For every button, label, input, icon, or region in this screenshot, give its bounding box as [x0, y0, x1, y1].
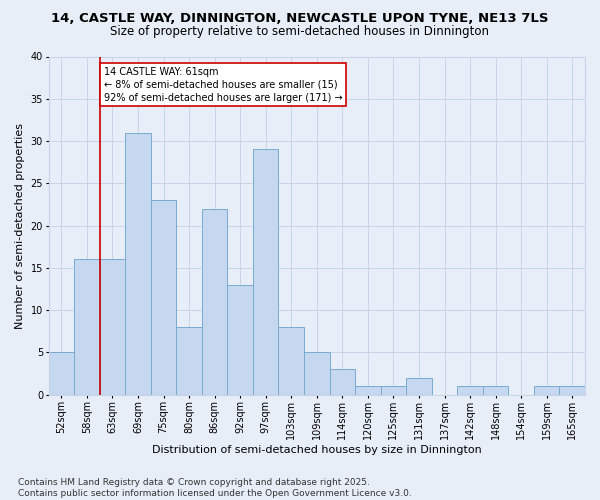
Text: 14, CASTLE WAY, DINNINGTON, NEWCASTLE UPON TYNE, NE13 7LS: 14, CASTLE WAY, DINNINGTON, NEWCASTLE UP…	[51, 12, 549, 26]
Bar	[253, 150, 278, 394]
Bar	[100, 260, 125, 394]
Bar	[125, 132, 151, 394]
Bar	[380, 386, 406, 394]
Bar	[151, 200, 176, 394]
Text: Contains HM Land Registry data © Crown copyright and database right 2025.
Contai: Contains HM Land Registry data © Crown c…	[18, 478, 412, 498]
Text: 14 CASTLE WAY: 61sqm
← 8% of semi-detached houses are smaller (15)
92% of semi-d: 14 CASTLE WAY: 61sqm ← 8% of semi-detach…	[104, 66, 342, 103]
Bar	[534, 386, 559, 394]
Bar	[355, 386, 380, 394]
Bar	[406, 378, 432, 394]
Bar	[49, 352, 74, 395]
Bar	[278, 327, 304, 394]
Bar	[457, 386, 483, 394]
Bar	[227, 284, 253, 395]
Bar	[483, 386, 508, 394]
Bar	[202, 208, 227, 394]
Text: Size of property relative to semi-detached houses in Dinnington: Size of property relative to semi-detach…	[110, 25, 490, 38]
Bar	[304, 352, 329, 395]
Bar	[176, 327, 202, 394]
Bar	[329, 369, 355, 394]
Bar	[559, 386, 585, 394]
X-axis label: Distribution of semi-detached houses by size in Dinnington: Distribution of semi-detached houses by …	[152, 445, 482, 455]
Bar	[74, 260, 100, 394]
Y-axis label: Number of semi-detached properties: Number of semi-detached properties	[15, 122, 25, 328]
